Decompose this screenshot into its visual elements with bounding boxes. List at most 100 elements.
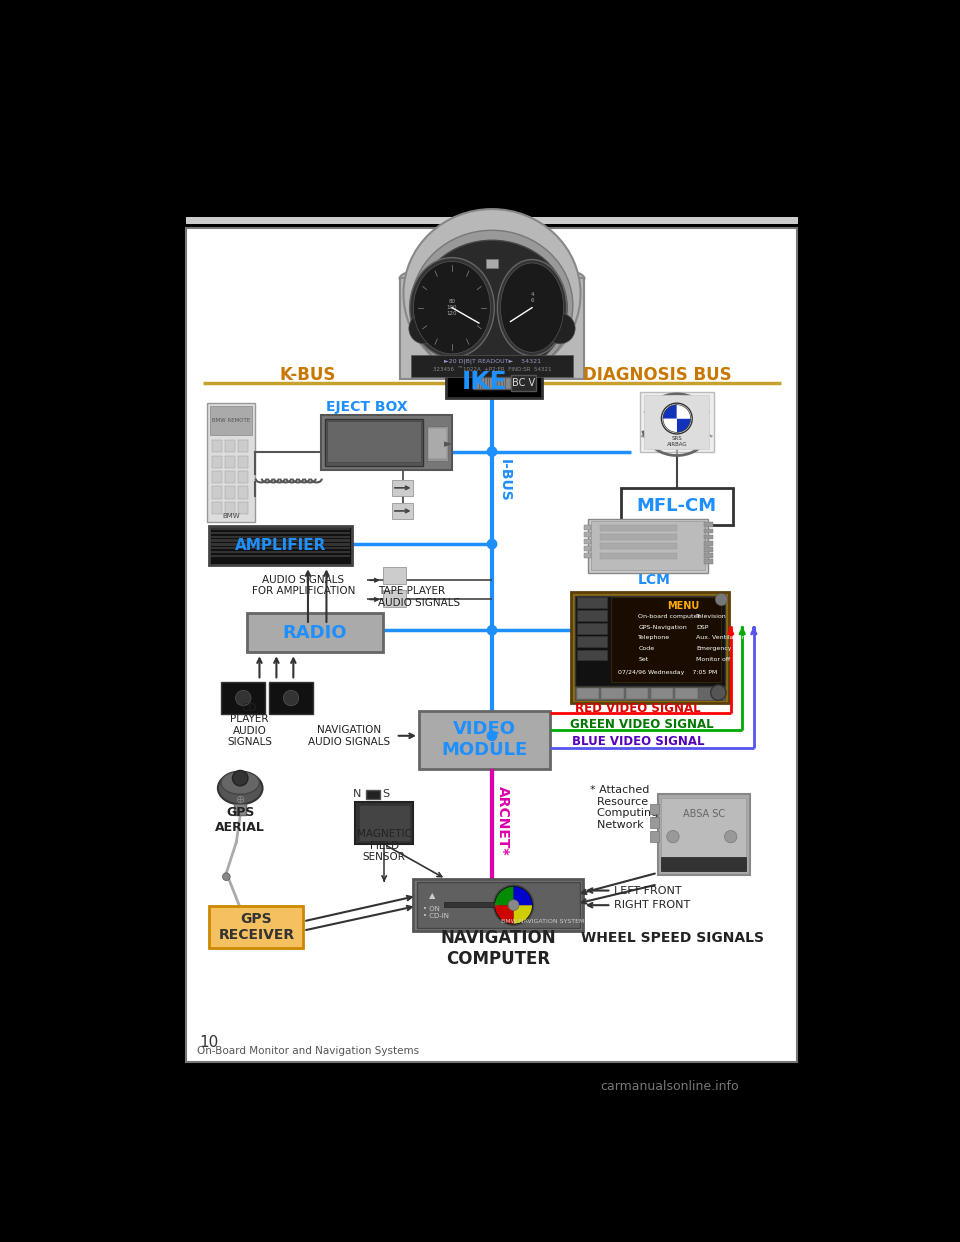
Bar [600, 553, 677, 559]
Bar [585, 525, 590, 530]
Bar [411, 355, 573, 378]
Bar [238, 440, 248, 452]
Bar [392, 503, 414, 519]
Text: NAVIGATION
COMPUTER: NAVIGATION COMPUTER [441, 929, 556, 968]
Bar [704, 542, 713, 545]
Bar [238, 487, 248, 498]
Text: Set: Set [638, 657, 649, 662]
Bar [601, 688, 624, 699]
Bar [417, 882, 580, 928]
Text: 07/24/96 Wednesday    7:05 PM: 07/24/96 Wednesday 7:05 PM [618, 671, 717, 676]
Bar [221, 682, 265, 714]
Bar [571, 591, 730, 703]
Bar [212, 456, 222, 468]
Circle shape [283, 691, 299, 705]
Text: BMW REMOTE: BMW REMOTE [212, 419, 250, 424]
Ellipse shape [500, 263, 564, 353]
Bar [225, 471, 235, 483]
Text: Emergency: Emergency [696, 646, 732, 651]
Bar [600, 543, 677, 549]
Text: 10: 10 [200, 1035, 219, 1049]
Bar [704, 523, 713, 527]
Circle shape [493, 886, 534, 925]
Bar [428, 427, 446, 460]
Text: EJECT BOX: EJECT BOX [326, 400, 408, 414]
Bar [650, 817, 660, 828]
Bar [639, 392, 713, 452]
Circle shape [725, 831, 737, 843]
Bar [211, 543, 350, 545]
Text: N: N [353, 790, 361, 800]
Bar [512, 375, 536, 391]
Bar [327, 421, 421, 462]
Text: 80
100
120: 80 100 120 [446, 299, 457, 315]
Text: TAPE PLAYER
AUDIO SIGNALS: TAPE PLAYER AUDIO SIGNALS [378, 586, 460, 609]
Bar [225, 502, 235, 514]
Bar [658, 795, 750, 876]
Text: GPS
AERIAL: GPS AERIAL [215, 806, 265, 835]
Bar [577, 597, 608, 609]
Bar [600, 525, 677, 532]
Text: ►20 D|B|T READOUT►    54321: ►20 D|B|T READOUT► 54321 [444, 359, 540, 364]
Bar [211, 551, 350, 553]
Bar [212, 471, 222, 483]
Circle shape [710, 684, 726, 700]
Ellipse shape [410, 257, 494, 358]
Bar [612, 597, 722, 682]
Bar [238, 502, 248, 514]
Text: SRS
AIRBAG: SRS AIRBAG [666, 436, 687, 447]
Bar [486, 260, 498, 268]
Bar [392, 481, 414, 496]
Text: I-BUS: I-BUS [497, 458, 512, 502]
Text: Television: Television [696, 614, 727, 619]
Bar [186, 217, 798, 225]
Bar [383, 590, 406, 607]
Text: S: S [382, 790, 390, 800]
Bar [585, 553, 590, 558]
Text: WHEEL SPEED SIGNALS: WHEEL SPEED SIGNALS [582, 932, 764, 945]
Bar [577, 610, 608, 621]
Bar [211, 539, 350, 542]
Text: * Attached
  Resource
  Computing
  Network: * Attached Resource Computing Network [589, 785, 658, 830]
Ellipse shape [399, 263, 585, 294]
Bar [590, 520, 706, 570]
Bar [186, 229, 797, 1062]
Bar [445, 369, 542, 397]
Bar [600, 534, 677, 540]
Bar [585, 532, 590, 537]
Text: K-BUS: K-BUS [279, 366, 335, 385]
Circle shape [508, 899, 519, 910]
Wedge shape [677, 419, 690, 432]
Text: RADIO: RADIO [282, 623, 348, 642]
Text: Telephone: Telephone [638, 636, 670, 641]
Bar [419, 712, 550, 769]
Bar [209, 905, 303, 949]
Wedge shape [514, 887, 532, 905]
Text: GPS
RECEIVER: GPS RECEIVER [218, 912, 295, 941]
Text: carmanualsonline.info: carmanualsonline.info [600, 1081, 738, 1093]
Circle shape [661, 404, 692, 433]
Bar [650, 831, 660, 842]
Text: 323456  ™1022A  +P2:ER  FIND:SR  54321: 323456 ™1022A +P2:ER FIND:SR 54321 [433, 366, 551, 371]
Bar [234, 804, 247, 815]
Bar [355, 802, 414, 845]
Bar [651, 688, 673, 699]
Ellipse shape [411, 230, 573, 380]
Text: MFL-CM: MFL-CM [636, 497, 717, 515]
Text: RED VIDEO SIGNAL: RED VIDEO SIGNAL [575, 702, 701, 714]
Bar [644, 395, 709, 450]
Bar [585, 545, 590, 551]
Text: MAGNETIC
FIELD
SENSOR: MAGNETIC FIELD SENSOR [357, 830, 412, 862]
Bar [704, 535, 713, 539]
Bar [704, 553, 713, 558]
Text: DSP: DSP [696, 625, 708, 630]
Ellipse shape [497, 260, 566, 355]
Wedge shape [677, 405, 690, 419]
Bar [212, 440, 222, 452]
Bar [211, 555, 350, 558]
Circle shape [487, 625, 497, 636]
Bar [366, 790, 379, 799]
Bar [575, 687, 726, 700]
Text: ⊕: ⊕ [235, 795, 245, 805]
Text: VIDEO
MODULE: VIDEO MODULE [442, 720, 527, 759]
